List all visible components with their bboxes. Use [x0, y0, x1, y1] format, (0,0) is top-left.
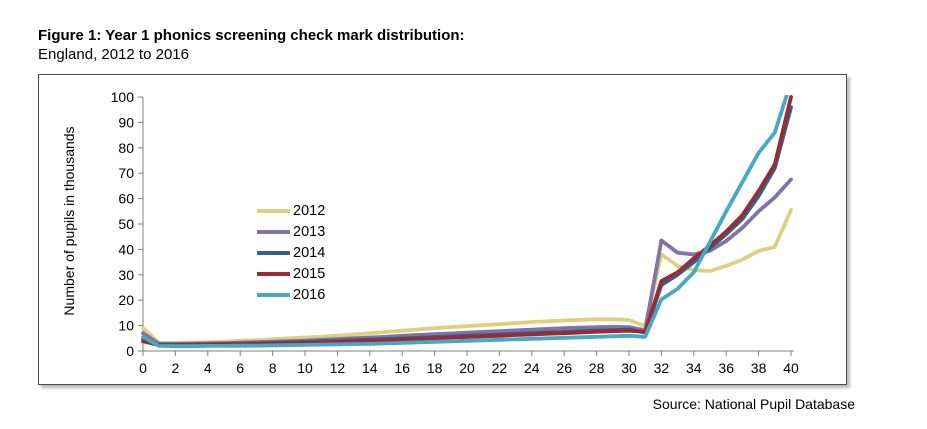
x-tick-label: 38	[751, 360, 767, 376]
legend-label: 2012	[293, 202, 326, 219]
x-tick-label: 2	[172, 360, 180, 376]
y-axis-title: Number of pupils in thousands	[61, 126, 77, 316]
legend-label: 2016	[293, 286, 326, 303]
y-tick-label: 70	[118, 165, 134, 181]
legend-item-2015: 2015	[257, 263, 325, 284]
series-line-2015	[141, 95, 793, 348]
legend-item-2013: 2013	[257, 221, 325, 242]
y-tick-label: 90	[118, 114, 134, 130]
x-tick-label: 22	[492, 360, 508, 376]
legend-label: 2013	[293, 223, 326, 240]
legend-label: 2014	[293, 244, 326, 261]
axes	[142, 97, 794, 352]
x-tick-label: 12	[330, 360, 346, 376]
y-tick-label: 0	[126, 343, 134, 359]
legend-swatch	[257, 250, 290, 255]
x-tick-label: 24	[524, 360, 540, 376]
source-text: Source: National Pupil Database	[652, 396, 855, 412]
y-tick-label: 60	[118, 191, 134, 207]
figure-subtitle: England, 2012 to 2016	[38, 46, 189, 63]
x-tick-label: 4	[204, 360, 212, 376]
chart-legend: 2012 2013 2014 2015 2016	[257, 200, 325, 305]
x-tick-label: 34	[686, 360, 702, 376]
legend-swatch	[257, 292, 290, 297]
x-tick-label: 30	[621, 360, 637, 376]
x-tick-label: 26	[556, 360, 572, 376]
legend-label: 2015	[293, 265, 326, 282]
figure-title: Figure 1: Year 1 phonics screening check…	[38, 27, 465, 44]
legend-item-2012: 2012	[257, 200, 325, 221]
series-line-2016	[141, 95, 789, 349]
chart-container: 0 10 20 30 40 50 60 70 80 90 100 0 2 4 6 8 10 12 14 16 18 20 2…	[38, 74, 847, 385]
x-axis: 0 2 4 6 8 10 12 14 16 18 20 22 24 26 28 30 32 34 36 38 40	[139, 351, 799, 376]
y-tick-label: 50	[118, 216, 134, 232]
y-tick-label: 20	[118, 292, 134, 308]
y-tick-label: 10	[118, 318, 134, 334]
x-tick-label: 0	[139, 360, 147, 376]
x-tick-label: 6	[236, 360, 244, 376]
x-tick-label: 10	[297, 360, 313, 376]
legend-swatch	[257, 229, 290, 234]
x-tick-label: 40	[783, 360, 799, 376]
y-axis: 0 10 20 30 40 50 60 70 80 90 100	[111, 89, 143, 359]
y-tick-label: 100	[111, 89, 135, 105]
series-line-2012	[141, 208, 793, 345]
x-tick-label: 18	[427, 360, 443, 376]
x-tick-label: 20	[459, 360, 475, 376]
x-tick-label: 36	[718, 360, 734, 376]
y-tick-label: 30	[118, 267, 134, 283]
x-tick-label: 14	[362, 360, 378, 376]
x-tick-label: 8	[269, 360, 277, 376]
x-tick-label: 32	[654, 360, 670, 376]
legend-item-2014: 2014	[257, 242, 325, 263]
legend-swatch	[257, 271, 290, 276]
legend-item-2016: 2016	[257, 284, 325, 305]
series-line-2014	[141, 105, 793, 347]
x-tick-label: 16	[394, 360, 410, 376]
y-tick-label: 80	[118, 140, 134, 156]
figure-title-block: Figure 1: Year 1 phonics screening check…	[38, 26, 465, 64]
y-tick-label: 40	[118, 241, 134, 257]
legend-swatch	[257, 208, 290, 213]
x-tick-label: 28	[589, 360, 605, 376]
